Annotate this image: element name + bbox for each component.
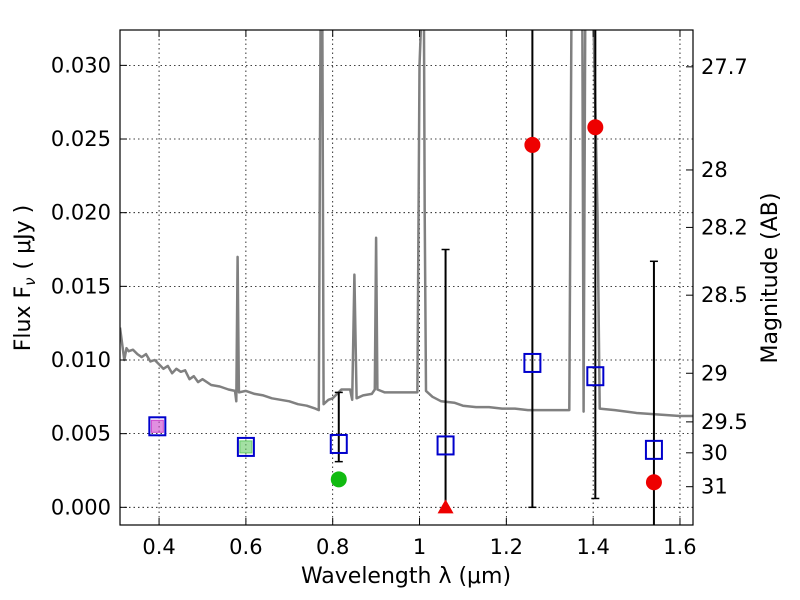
model-photometry-marker	[523, 352, 542, 373]
model-spectrum-line	[120, 30, 693, 418]
y-tick-label: 0.030	[51, 53, 111, 77]
model-photometry-marker	[436, 435, 455, 456]
x-tick-label: 1.4	[576, 535, 609, 559]
y-tick-label: 0.010	[51, 348, 111, 372]
right-tick-label: 29	[701, 361, 728, 385]
model-photometry-marker	[586, 366, 605, 387]
observed-flux-square-marker	[239, 440, 253, 454]
model-photometry-marker	[236, 436, 255, 457]
observed-flux-marker	[587, 119, 604, 136]
plot-background	[120, 30, 693, 525]
model-spectrum-layer	[120, 30, 693, 418]
right-tick-label: 28	[701, 158, 728, 182]
x-axis-label: Wavelength λ (μm)	[301, 564, 511, 589]
right-axis-ticks: 27.7 28 28.2 28.5 29 29.5 30 31	[686, 55, 748, 499]
y-tick-label: 0.005	[51, 422, 111, 446]
y-axis-label-unit: ( μJy )	[11, 205, 36, 270]
right-tick-label: 28.5	[701, 283, 748, 307]
x-tick-label: 0.8	[316, 535, 349, 559]
x-axis-ticks: 0.4 0.6 0.8 1 1.2 1.4 1.6	[142, 30, 697, 559]
observed-flux-marker	[645, 474, 662, 491]
right-tick-label: 29.5	[701, 410, 748, 434]
y-axis-ticks: 0.000 0.005 0.010 0.015 0.020 0.025 0.030	[51, 53, 127, 519]
model-photometry-marker	[644, 439, 663, 460]
right-tick-label: 27.7	[701, 55, 748, 79]
model-photometry-marker	[329, 433, 348, 454]
y-tick-label: 0.000	[51, 495, 111, 519]
observed-flux-marker	[330, 471, 347, 488]
y-axis-label-right: Magnitude (AB)	[758, 193, 783, 364]
x-tick-label: 0.4	[142, 535, 175, 559]
y-tick-label: 0.020	[51, 201, 111, 225]
right-tick-label: 31	[701, 475, 728, 499]
y-tick-label: 0.015	[51, 274, 111, 298]
x-tick-label: 0.6	[229, 535, 262, 559]
model-photometry-marker	[148, 416, 167, 437]
plot-frame	[119, 29, 694, 526]
y-axis-label-subscript: ν	[21, 277, 39, 285]
observed-photometry-layer	[150, 119, 662, 514]
x-tick-label: 1.6	[663, 535, 696, 559]
x-tick-label: 1	[413, 535, 426, 559]
y-axis-label-text: Flux F	[11, 286, 36, 351]
observed-flux-marker	[524, 136, 541, 153]
x-tick-label: 1.2	[490, 535, 523, 559]
y-tick-label: 0.025	[51, 127, 111, 151]
observed-flux-square-marker	[150, 419, 164, 433]
right-tick-label: 30	[701, 441, 728, 465]
model-photometry-layer	[148, 352, 663, 460]
y-axis-label-left: Flux Fν ( μJy )	[11, 205, 39, 351]
right-tick-label: 28.2	[701, 215, 748, 239]
observed-upper-limit-marker	[437, 499, 454, 514]
